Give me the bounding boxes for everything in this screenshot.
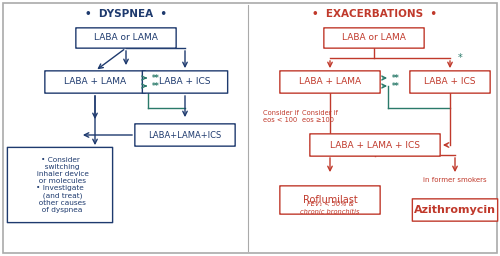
Text: **: **	[392, 73, 400, 82]
Text: •  DYSPNEA  •: • DYSPNEA •	[85, 9, 167, 19]
Text: Consider if
eos < 100: Consider if eos < 100	[263, 110, 299, 123]
FancyBboxPatch shape	[135, 124, 235, 146]
Text: • Consider
  switching
  inhaler device
  or molecules
• Investigate
  (and trea: • Consider switching inhaler device or m…	[32, 157, 88, 213]
FancyBboxPatch shape	[324, 28, 424, 48]
Text: LABA or LAMA: LABA or LAMA	[342, 34, 406, 42]
FancyBboxPatch shape	[310, 134, 440, 156]
Text: **: **	[152, 73, 160, 82]
Text: LABA+LAMA+ICS: LABA+LAMA+ICS	[148, 131, 222, 140]
Text: LABA + LAMA: LABA + LAMA	[299, 78, 361, 87]
Text: *: *	[458, 53, 463, 63]
FancyBboxPatch shape	[410, 71, 490, 93]
FancyBboxPatch shape	[76, 28, 176, 48]
FancyBboxPatch shape	[8, 147, 113, 223]
Text: Roflumilast: Roflumilast	[302, 195, 358, 205]
Text: LABA + ICS: LABA + ICS	[424, 78, 476, 87]
FancyBboxPatch shape	[280, 71, 380, 93]
FancyBboxPatch shape	[45, 71, 145, 93]
Text: Azithromycin: Azithromycin	[414, 205, 496, 215]
Text: LABA + LAMA + ICS: LABA + LAMA + ICS	[330, 141, 420, 150]
Text: **: **	[392, 81, 400, 91]
Text: LABA or LAMA: LABA or LAMA	[94, 34, 158, 42]
Text: LABA + LAMA: LABA + LAMA	[64, 78, 126, 87]
FancyBboxPatch shape	[142, 71, 228, 93]
Text: **: **	[152, 81, 160, 91]
Text: in former smokers: in former smokers	[423, 177, 487, 183]
FancyBboxPatch shape	[280, 186, 380, 214]
FancyBboxPatch shape	[412, 199, 498, 221]
Text: •  EXACERBATIONS  •: • EXACERBATIONS •	[312, 9, 436, 19]
Text: FEV₁ < 50% &
chronic bronchitis: FEV₁ < 50% & chronic bronchitis	[300, 201, 360, 215]
Text: Consider if
eos ≥100: Consider if eos ≥100	[302, 110, 338, 123]
Text: LABA + ICS: LABA + ICS	[159, 78, 211, 87]
